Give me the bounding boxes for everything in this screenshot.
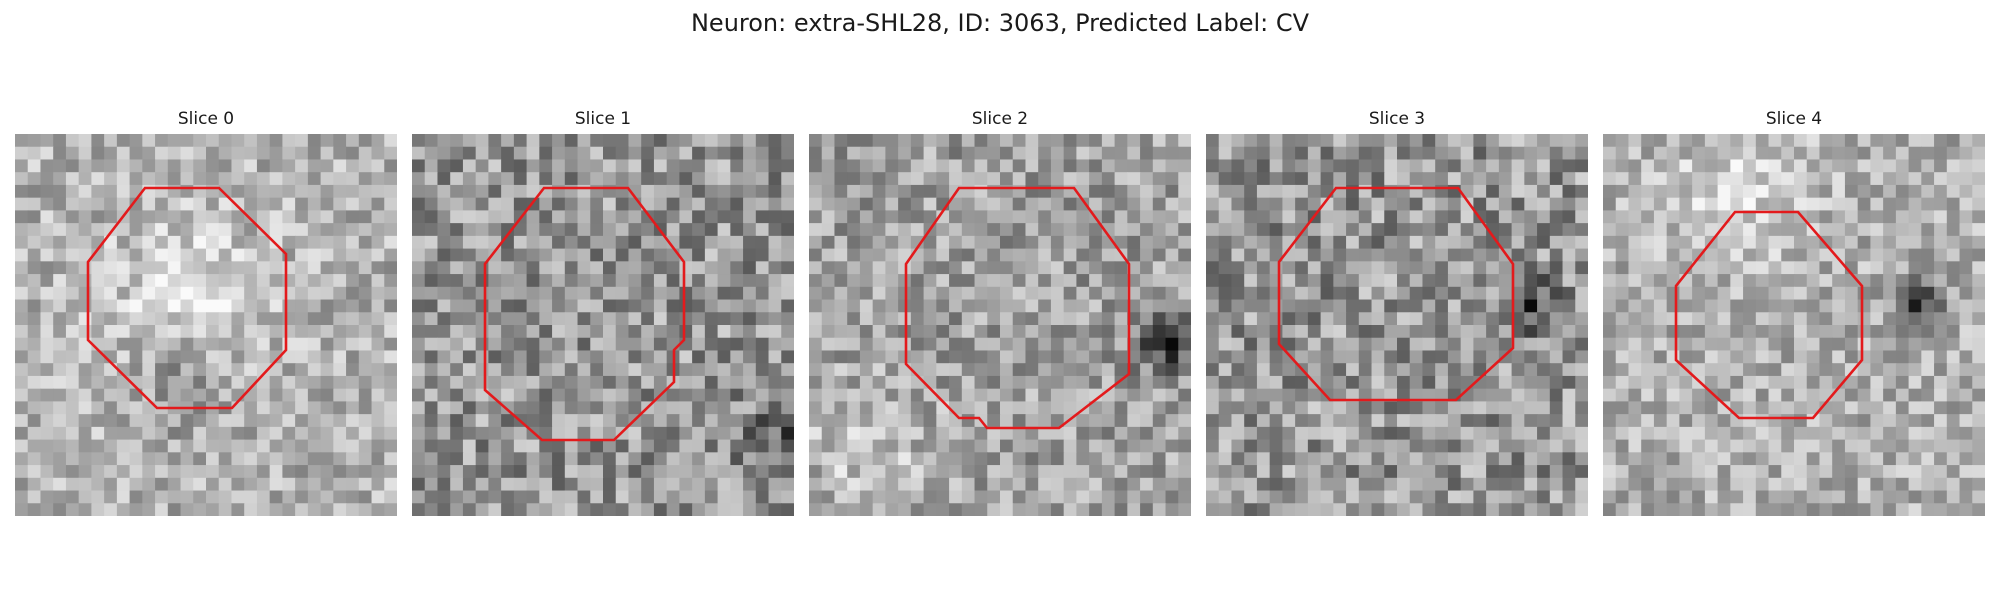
slice-title-1: Slice 1 <box>574 109 632 129</box>
slice-svg-0 <box>15 134 397 516</box>
slice-image-4 <box>1603 134 1985 516</box>
grayscale-pixel-grid <box>15 134 397 516</box>
slice-svg-4 <box>1603 134 1985 516</box>
slice-image-1 <box>412 134 794 516</box>
slice-image-3 <box>1206 134 1588 516</box>
roi-contour <box>1277 186 1515 402</box>
grayscale-pixel-grid <box>809 134 1191 516</box>
slice-title-2: Slice 2 <box>971 109 1029 129</box>
slice-title-3: Slice 3 <box>1368 109 1426 129</box>
slice-image-0 <box>15 134 397 516</box>
grayscale-pixel-grid <box>412 134 794 516</box>
slice-panel-4: Slice 4 <box>1603 108 1985 516</box>
roi-contour <box>86 186 288 410</box>
slice-panel-3: Slice 3 <box>1206 108 1588 516</box>
slice-panel-1: Slice 1 <box>412 108 794 516</box>
roi-contour <box>483 186 686 442</box>
roi-contour <box>904 186 1131 430</box>
slice-svg-2 <box>809 134 1191 516</box>
slice-svg-3 <box>1206 134 1588 516</box>
grayscale-pixel-grid <box>1206 134 1588 516</box>
slice-title-0: Slice 0 <box>177 109 235 129</box>
slice-panel-0: Slice 0 <box>15 108 397 516</box>
slice-panel-2: Slice 2 <box>809 108 1191 516</box>
slice-svg-1 <box>412 134 794 516</box>
slice-image-2 <box>809 134 1191 516</box>
grayscale-pixel-grid <box>1603 134 1985 516</box>
roi-contour <box>1674 210 1864 420</box>
figure-title: Neuron: extra-SHL28, ID: 3063, Predicted… <box>690 9 1310 37</box>
slice-title-4: Slice 4 <box>1765 109 1823 129</box>
